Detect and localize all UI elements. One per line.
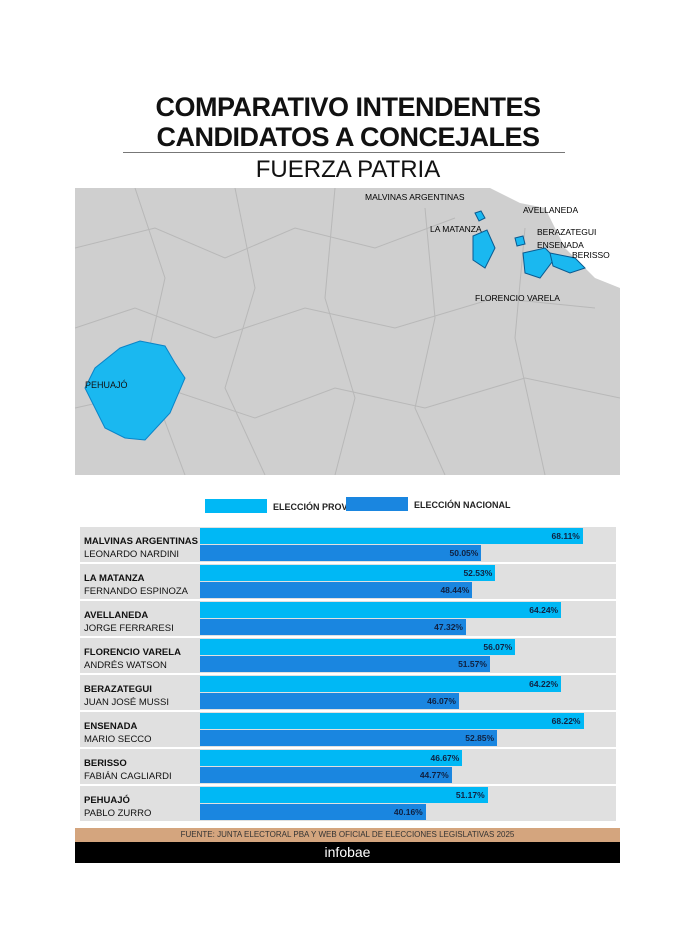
municipality-name: PEHUAJÓ — [84, 795, 130, 806]
page-title: COMPARATIVO INTENDENTES CANDIDATOS A CONC… — [0, 92, 696, 152]
bar-provincial: 68.22% — [200, 713, 584, 729]
bar-provincial: 52.53% — [200, 565, 496, 581]
candidate-name: MARIO SECCO — [84, 734, 152, 745]
legend-nacional: ELECCIÓN NACIONAL — [414, 500, 511, 510]
chart-row: BERAZATEGUI JUAN JOSÉ MUSSI 64.22% 46.07% — [80, 675, 616, 710]
bar-nacional: 48.44% — [200, 582, 473, 598]
chart-row: AVELLANEDA JORGE FERRARESI 64.24% 47.32% — [80, 601, 616, 636]
legend-swatch-nacional — [346, 497, 408, 511]
bar-provincial: 46.67% — [200, 750, 463, 766]
candidate-name: FERNANDO ESPINOZA — [84, 586, 188, 597]
candidate-name: ANDRÉS WATSON — [84, 660, 167, 671]
bar-nacional: 44.77% — [200, 767, 452, 783]
bar-nacional: 47.32% — [200, 619, 466, 635]
chart-row: PEHUAJÓ PABLO ZURRO 51.17% 40.16% — [80, 786, 616, 821]
bar-nacional: 40.16% — [200, 804, 426, 820]
bar-provincial: 68.11% — [200, 528, 583, 544]
divider — [123, 152, 565, 153]
candidate-name: JUAN JOSÉ MUSSI — [84, 697, 169, 708]
municipality-name: BERAZATEGUI — [84, 684, 152, 695]
chart-row: MALVINAS ARGENTINAS LEONARDO NARDINI 68.11… — [80, 527, 616, 562]
pehuajo-shape — [84, 340, 186, 441]
bar-nacional: 52.85% — [200, 730, 498, 746]
row-label: BERISSO FABIÁN CAGLIARDI — [84, 757, 172, 783]
title-line-1: COMPARATIVO INTENDENTES — [155, 92, 541, 122]
row-label: AVELLANEDA JORGE FERRARESI — [84, 609, 174, 635]
chart-row: ENSENADA MARIO SECCO 68.22% 52.85% — [80, 712, 616, 747]
candidate-name: LEONARDO NARDINI — [84, 549, 180, 560]
candidate-name: JORGE FERRARESI — [84, 623, 174, 634]
municipality-name: LA MATANZA — [84, 573, 145, 584]
candidate-name: FABIÁN CAGLIARDI — [84, 771, 172, 782]
legend-provincial: ELECCIÓN PROVINCIAL — [273, 502, 378, 512]
municipality-name: BERISSO — [84, 758, 127, 769]
row-label: BERAZATEGUI JUAN JOSÉ MUSSI — [84, 683, 169, 709]
map-label-varela: FLORENCIO VARELA — [475, 293, 560, 303]
municipality-name: FLORENCIO VARELA — [84, 647, 181, 658]
map-label-matanza: LA MATANZA — [430, 224, 482, 234]
map-label-berisso: BERISSO — [572, 250, 610, 260]
legend-swatch-provincial — [205, 499, 267, 513]
candidate-name: PABLO ZURRO — [84, 808, 152, 819]
map-label-pehuaj: PEHUAJÓ — [85, 380, 128, 390]
subtitle: FUERZA PATRIA — [255, 156, 441, 183]
row-label: LA MATANZA FERNANDO ESPINOZA — [84, 572, 188, 598]
map-label-berazategui: BERAZATEGUI — [537, 227, 596, 237]
brand-footer: infobae — [75, 842, 620, 863]
municipality-name: MALVINAS ARGENTINAS — [84, 536, 198, 547]
chart-row: FLORENCIO VARELA ANDRÉS WATSON 56.07% 51.57… — [80, 638, 616, 673]
bar-nacional: 46.07% — [200, 693, 459, 709]
municipality-name: ENSENADA — [84, 721, 138, 732]
map-label-avellaneda: AVELLANEDA — [523, 205, 578, 215]
map-borders — [75, 188, 620, 475]
source-note: FUENTE: JUNTA ELECTORAL PBA Y WEB OFICIA… — [75, 828, 620, 842]
bar-chart: MALVINAS ARGENTINAS LEONARDO NARDINI 68.11… — [80, 527, 616, 823]
bar-nacional: 50.05% — [200, 545, 482, 561]
chart-row: LA MATANZA FERNANDO ESPINOZA 52.53% 48.44% — [80, 564, 616, 599]
bar-provincial: 51.17% — [200, 787, 488, 803]
bar-nacional: 51.57% — [200, 656, 490, 672]
chart-row: BERISSO FABIÁN CAGLIARDI 46.67% 44.77% — [80, 749, 616, 784]
map-label-ensenada: ENSENADA — [537, 240, 584, 250]
row-label: ENSENADA MARIO SECCO — [84, 720, 152, 746]
map: PEHUAJÓ MALVINAS ARGENTINAS AVELLANEDA L… — [75, 188, 620, 475]
bar-provincial: 64.24% — [200, 602, 562, 618]
bar-provincial: 64.22% — [200, 676, 562, 692]
title-line-2: CANDIDATOS A CONCEJALES — [156, 122, 540, 152]
row-label: MALVINAS ARGENTINAS LEONARDO NARDINI — [84, 535, 198, 561]
row-label: PEHUAJÓ PABLO ZURRO — [84, 794, 151, 820]
municipality-name: AVELLANEDA — [84, 610, 149, 621]
map-label-malvinas: MALVINAS ARGENTINAS — [365, 192, 465, 202]
row-label: FLORENCIO VARELA ANDRÉS WATSON — [84, 646, 181, 672]
bar-provincial: 56.07% — [200, 639, 516, 655]
